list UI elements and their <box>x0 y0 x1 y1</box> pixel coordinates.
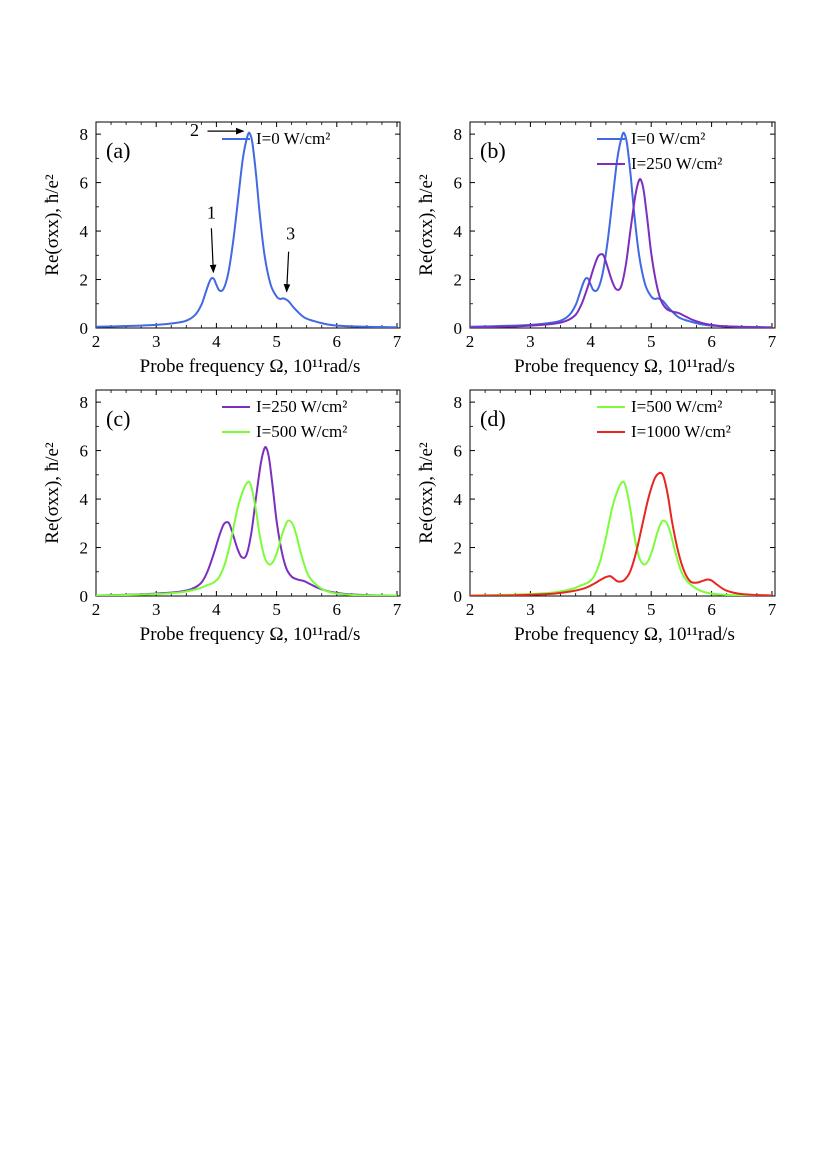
y-tick-label: 2 <box>454 539 463 558</box>
y-tick-label: 4 <box>454 490 463 509</box>
x-tick-label: 7 <box>768 332 777 351</box>
legend-label-I-250: I=250 W/cm² <box>256 397 347 416</box>
series-line-I-0 <box>470 131 772 328</box>
peak-arrow-3 <box>283 251 291 293</box>
legend-label-I-250: I=250 W/cm² <box>631 154 722 173</box>
x-tick-label: 6 <box>333 332 342 351</box>
x-tick-label: 7 <box>768 600 777 619</box>
y-tick-label: 4 <box>454 222 463 241</box>
x-tick-label: 4 <box>212 332 221 351</box>
x-tick-label: 5 <box>272 332 281 351</box>
peak-annotation-1: 1 <box>207 202 216 222</box>
x-tick-label: 3 <box>152 600 161 619</box>
x-tick-label: 4 <box>587 332 596 351</box>
y-axis-label: Re(σxx), ħ/e² <box>416 174 437 276</box>
y-tick-label: 6 <box>80 174 89 193</box>
x-tick-label: 5 <box>647 600 656 619</box>
panel-label: (c) <box>106 406 130 431</box>
y-tick-label: 2 <box>80 271 89 290</box>
x-axis-label: Probe frequency Ω, 10¹¹rad/s <box>140 356 361 377</box>
y-tick-label: 8 <box>80 393 89 412</box>
x-axis-label: Probe frequency Ω, 10¹¹rad/s <box>140 624 361 645</box>
panel-label: (b) <box>480 138 506 163</box>
x-tick-label: 3 <box>526 600 535 619</box>
y-tick-label: 8 <box>454 125 463 144</box>
y-tick-label: 2 <box>454 271 463 290</box>
series-line-I-0 <box>96 131 398 328</box>
y-axis-label: Re(σxx), ħ/e² <box>42 174 63 276</box>
panel-label: (d) <box>480 406 506 431</box>
y-tick-label: 0 <box>454 587 463 606</box>
plot-frame <box>95 389 401 597</box>
y-tick-label: 4 <box>80 222 89 241</box>
x-tick-label: 7 <box>393 600 402 619</box>
x-axis-label: Probe frequency Ω, 10¹¹rad/s <box>514 356 735 377</box>
y-tick-label: 4 <box>80 490 89 509</box>
legend-label-I-500: I=500 W/cm² <box>256 422 347 441</box>
y-tick-label: 0 <box>80 319 89 338</box>
x-tick-label: 2 <box>466 332 475 351</box>
legend-label-I-500: I=500 W/cm² <box>631 397 722 416</box>
x-tick-label: 5 <box>272 600 281 619</box>
plot-frame <box>469 389 776 597</box>
legend-label-I-0: I=0 W/cm² <box>256 129 330 148</box>
y-tick-label: 0 <box>454 319 463 338</box>
series-line-I-1000 <box>470 471 773 596</box>
x-tick-label: 5 <box>647 332 656 351</box>
y-tick-label: 6 <box>80 442 89 461</box>
peak-arrow-1 <box>209 228 217 274</box>
plot-frame <box>95 121 401 329</box>
x-tick-label: 4 <box>587 600 596 619</box>
x-tick-label: 2 <box>466 600 475 619</box>
y-tick-label: 8 <box>80 125 89 144</box>
x-tick-label: 3 <box>152 332 161 351</box>
peak-annotation-3: 3 <box>286 224 295 244</box>
x-tick-label: 6 <box>707 600 716 619</box>
peak-annotation-2: 2 <box>190 120 199 140</box>
x-axis-label: Probe frequency Ω, 10¹¹rad/s <box>514 624 735 645</box>
y-axis-label: Re(σxx), ħ/e² <box>42 442 63 544</box>
x-tick-label: 7 <box>393 332 402 351</box>
legend-label-I-1000: I=1000 W/cm² <box>631 422 731 441</box>
legend-label-I-0: I=0 W/cm² <box>631 129 705 148</box>
x-tick-label: 6 <box>333 600 342 619</box>
y-tick-label: 6 <box>454 174 463 193</box>
series-line-I-250 <box>96 446 398 596</box>
x-tick-label: 6 <box>707 332 716 351</box>
y-tick-label: 2 <box>80 539 89 558</box>
series-line-I-500 <box>96 480 397 596</box>
y-tick-label: 0 <box>80 587 89 606</box>
x-tick-label: 2 <box>92 600 101 619</box>
y-tick-label: 6 <box>454 442 463 461</box>
x-tick-label: 4 <box>212 600 221 619</box>
series-line-I-500 <box>470 480 772 596</box>
plot-frame <box>469 121 776 329</box>
y-tick-label: 8 <box>454 393 463 412</box>
panel-label: (a) <box>106 138 130 163</box>
series-line-I-250 <box>470 178 772 328</box>
x-tick-label: 3 <box>526 332 535 351</box>
x-tick-label: 2 <box>92 332 101 351</box>
y-axis-label: Re(σxx), ħ/e² <box>416 442 437 544</box>
